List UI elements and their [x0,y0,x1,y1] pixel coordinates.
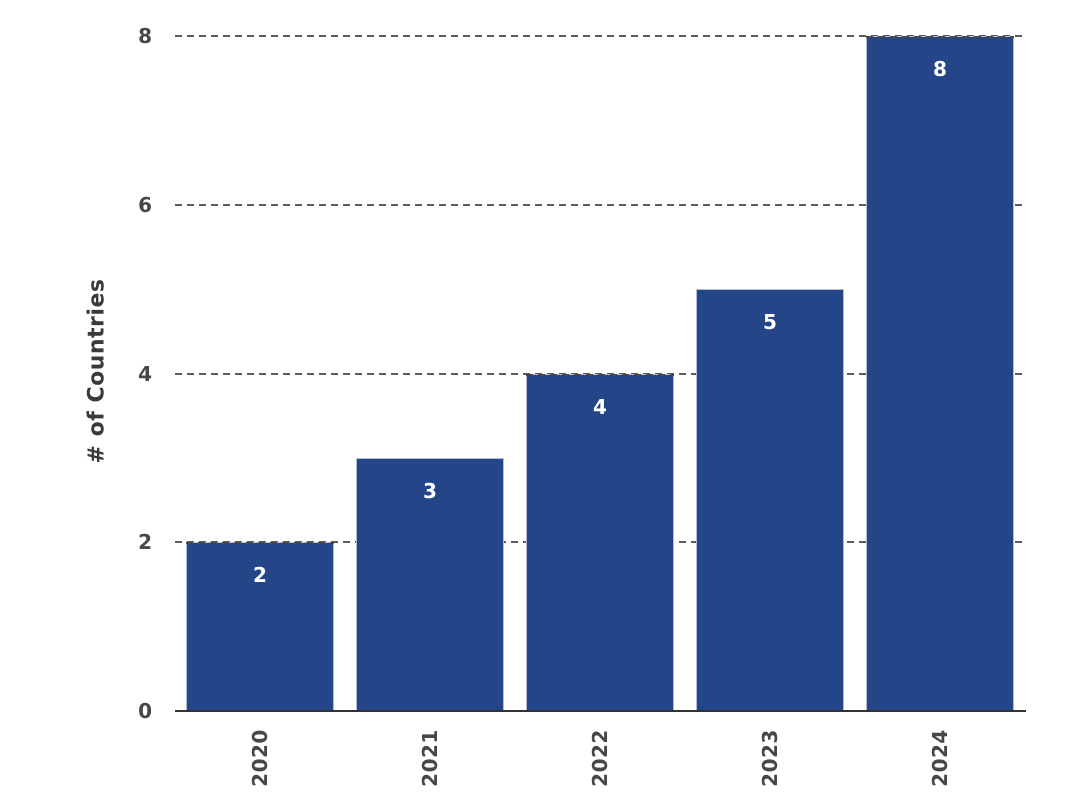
bar-2021: 3 [356,457,504,711]
bar-top-gridline-overlay [866,36,1014,38]
x-tick-label-text: 2023 [757,729,782,787]
y-tick-label-0: 0 [138,699,152,723]
bar-value-label-2024: 8 [933,57,947,81]
x-tick-label-2021: 2021 [395,722,465,794]
bar-2020: 2 [186,542,334,711]
gridline-y-6 [175,203,1025,206]
gridline-y-8 [175,35,1025,37]
bar-value-label-2020: 2 [253,563,267,588]
x-tick-label-2020: 2020 [225,722,295,794]
bar-top-gridline-overlay [186,542,334,545]
x-tick-label-text: 2022 [587,729,612,787]
y-tick-label-4: 4 [138,361,152,386]
x-tick-label-text: 2021 [417,729,442,787]
y-tick-label-8: 8 [138,24,152,48]
bar-top-gridline-overlay [526,373,674,376]
x-axis-line [175,710,1026,712]
bar-2024: 8 [866,36,1014,711]
bar-2023: 5 [696,289,844,711]
bar-value-label-2022: 4 [593,394,607,419]
x-tick-label-2024: 2024 [905,722,975,794]
bar-value-label-2021: 3 [423,478,437,503]
x-tick-label-2022: 2022 [565,722,635,794]
bar-value-label-2023: 5 [763,310,777,335]
x-tick-label-text: 2024 [927,729,952,787]
x-tick-label-text: 2020 [247,729,272,787]
y-tick-label-6: 6 [138,192,152,217]
bar-2022: 4 [526,373,674,711]
x-tick-label-2023: 2023 [735,722,805,794]
y-tick-label-2: 2 [138,530,152,555]
